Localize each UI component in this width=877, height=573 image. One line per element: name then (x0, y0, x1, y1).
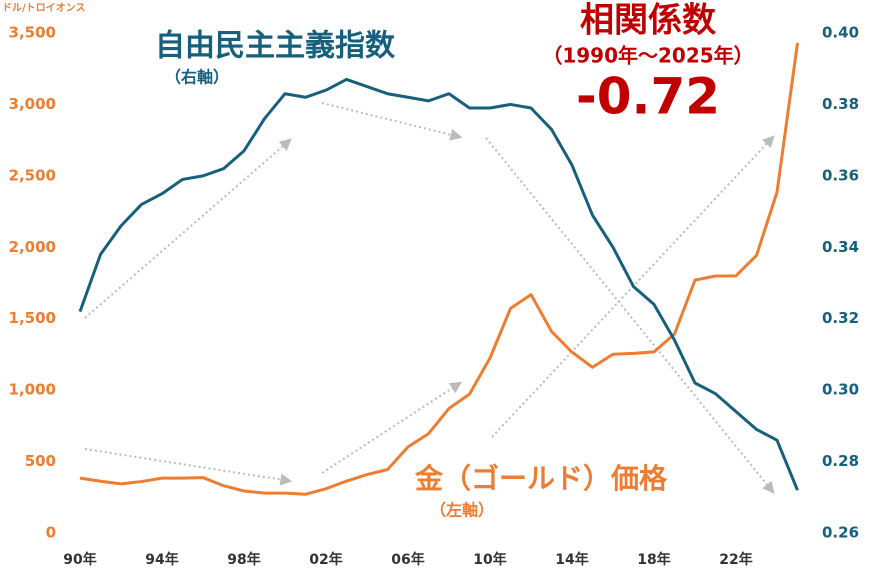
left-axis-unit: ドル/トロイオンス (2, 2, 85, 14)
series-line (79, 42, 799, 496)
y2ticks-label: 0.34 (822, 238, 859, 256)
y2ticks-label: 0.32 (822, 309, 859, 327)
y2ticks-label: 0.30 (822, 381, 859, 399)
left-series-title: 金（ゴールド）価格 (414, 462, 668, 495)
x-tick-label: 22年 (719, 551, 752, 568)
yticks-label: 1,500 (9, 309, 56, 327)
yticks-label: 1,000 (9, 381, 56, 399)
x-tick-label: 06年 (391, 551, 424, 568)
y2ticks-label: 0.26 (822, 524, 859, 542)
y2ticks-label: 0.40 (822, 24, 859, 42)
correlation-title: 相関係数 (580, 1, 716, 41)
y2ticks-label: 0.36 (822, 166, 859, 184)
yticks-label: 0 (46, 524, 56, 542)
right-series-title: 自由民主主義指数 (155, 29, 396, 64)
yticks-label: 2,000 (9, 238, 56, 256)
x-tick-label: 02年 (309, 551, 342, 568)
y2ticks-label: 0.38 (822, 95, 859, 113)
yticks-label: 3,500 (9, 24, 56, 42)
yticks-label: 2,500 (9, 166, 56, 184)
yticks-label: 3,000 (9, 95, 56, 113)
x-tick-label: 98年 (227, 551, 260, 568)
series-line (78, 77, 799, 491)
correlation-period: （1990年～2025年） (542, 44, 753, 68)
yticks-label: 500 (25, 452, 56, 470)
correlation-value: -0.72 (576, 68, 720, 126)
x-tick-label: 18年 (637, 551, 670, 568)
x-tick-label: 14年 (555, 551, 588, 568)
left-series-note: （左軸） (430, 501, 494, 520)
x-tick-label: 10年 (473, 551, 506, 568)
x-tick-label: 90年 (63, 551, 96, 568)
y2ticks-label: 0.28 (822, 452, 859, 470)
right-series-note: （右軸） (165, 68, 229, 87)
x-tick-label: 94年 (145, 551, 178, 568)
